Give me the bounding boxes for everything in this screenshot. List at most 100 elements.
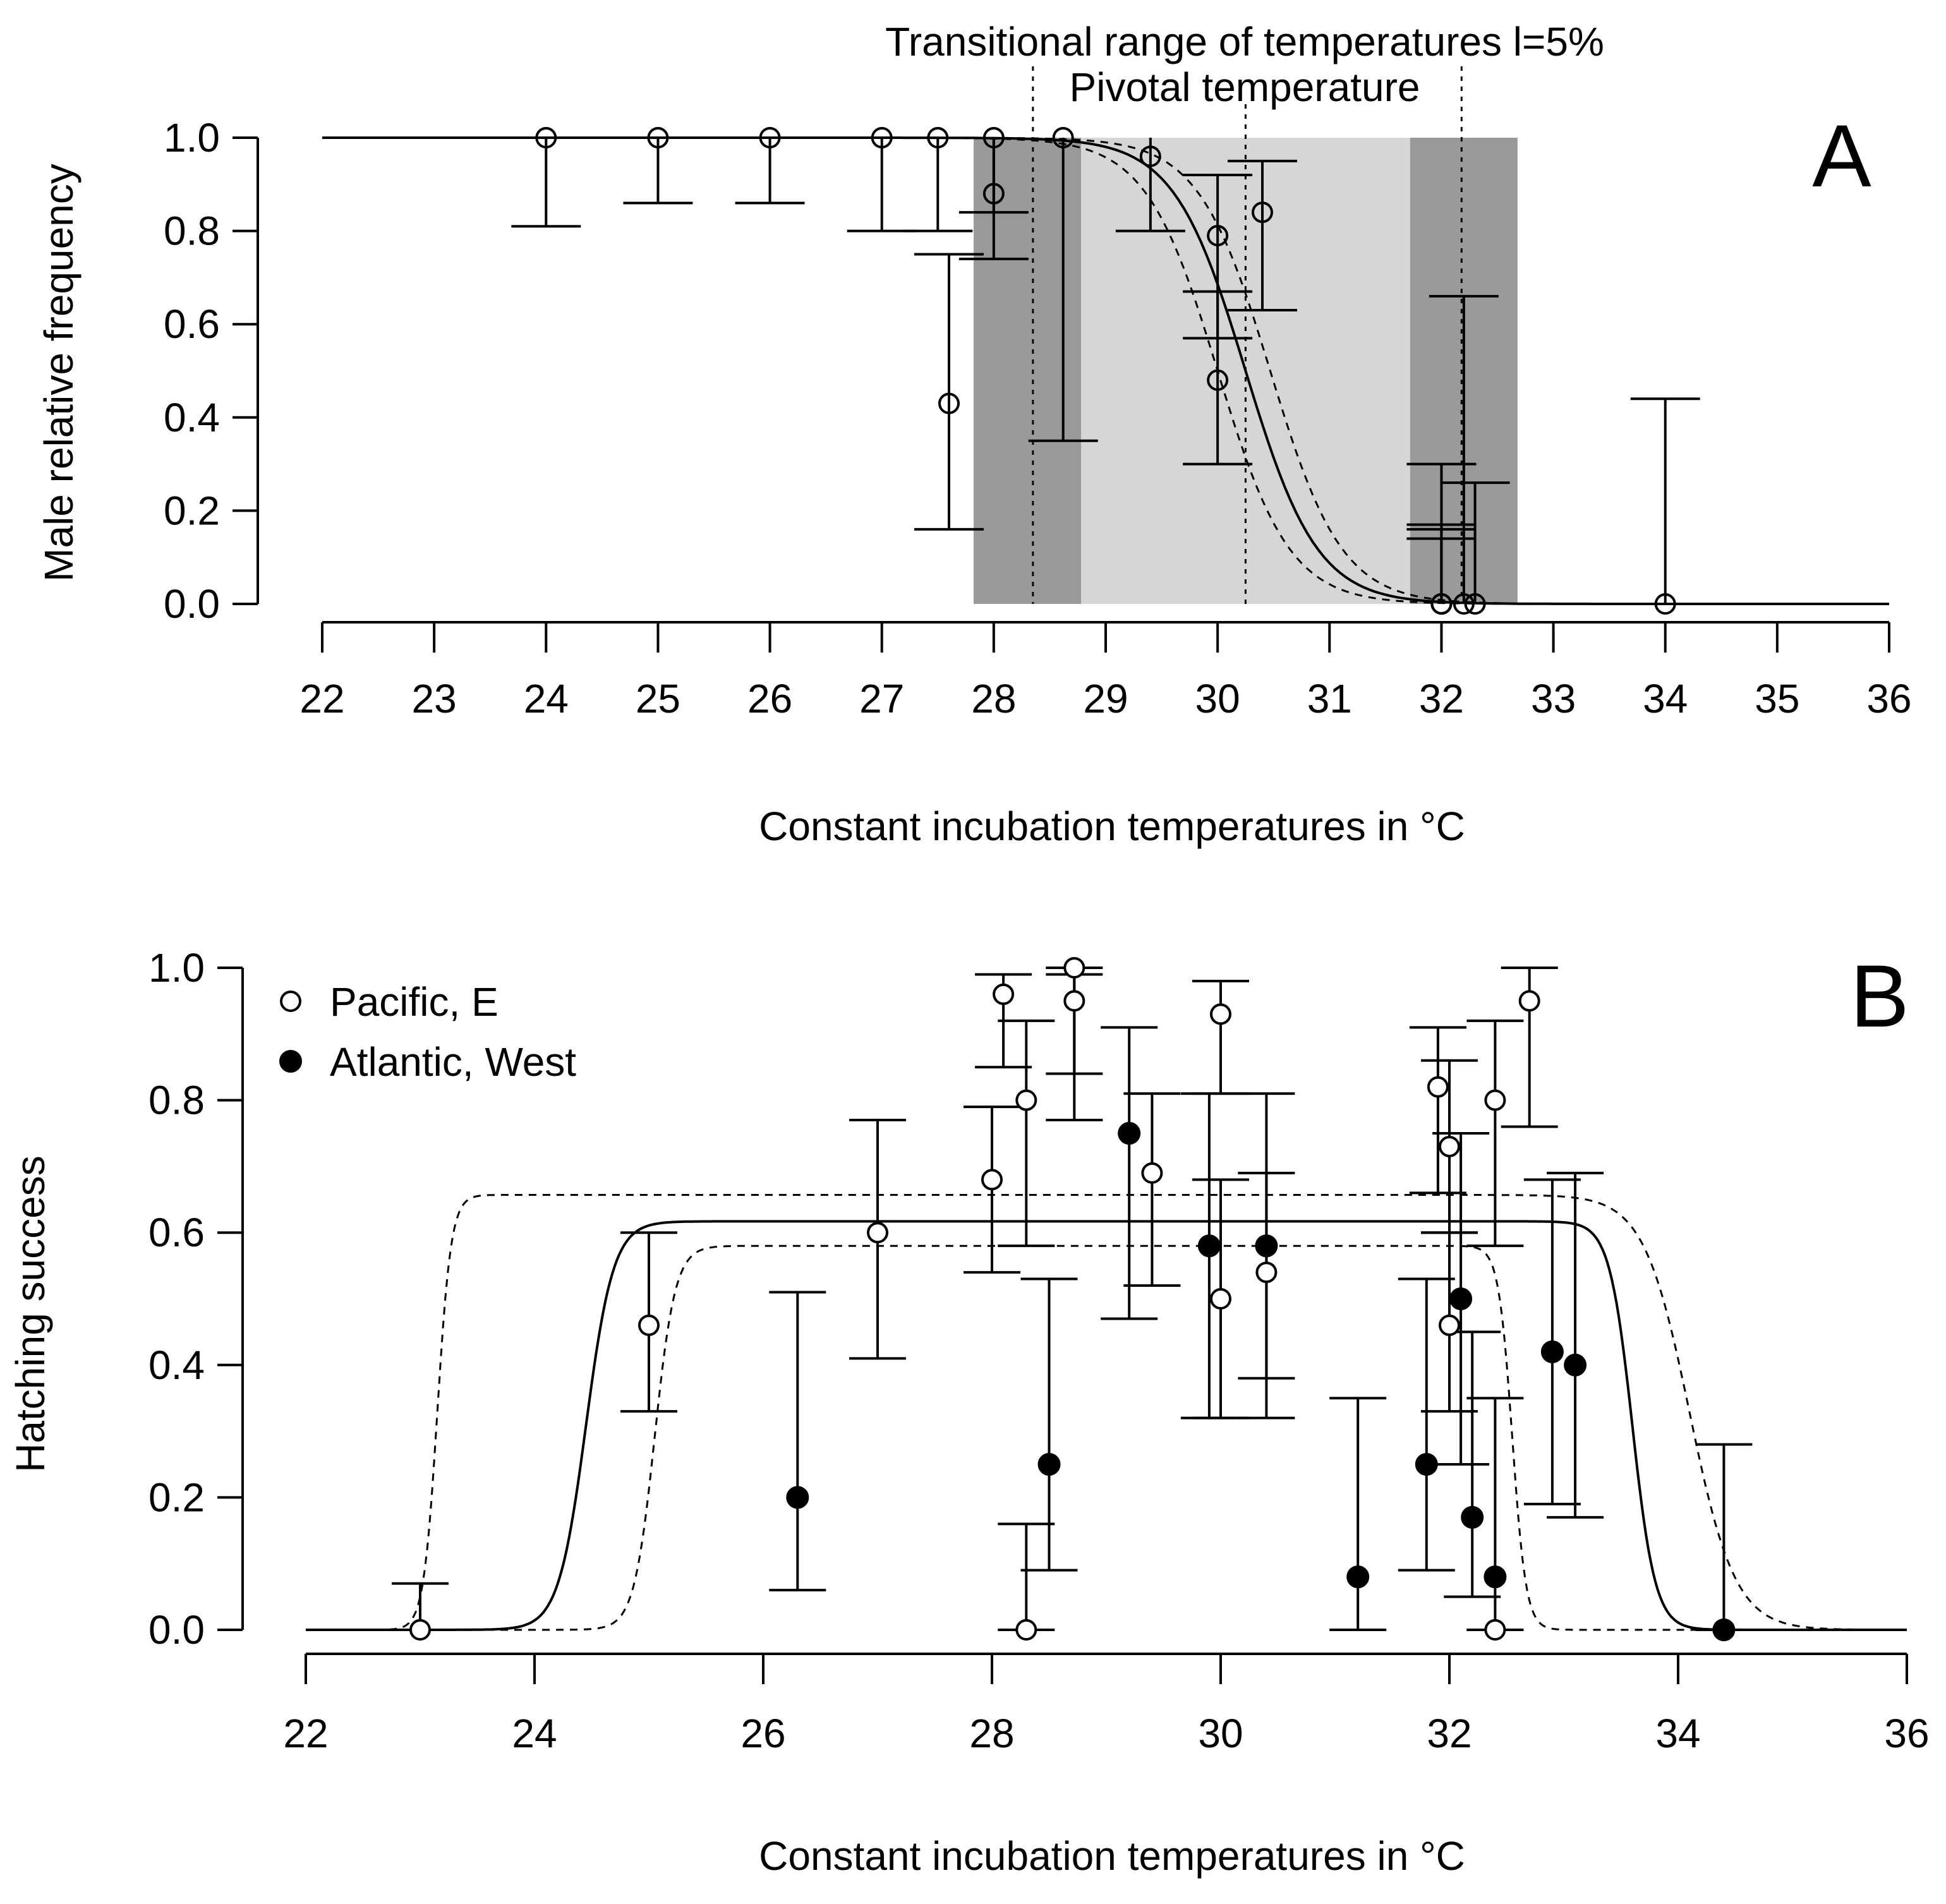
- data-point: [982, 127, 1005, 148]
- data-point-pacific: [867, 1222, 888, 1244]
- data-point-atlantic: [1461, 1505, 1484, 1529]
- data-point-atlantic: [1449, 1287, 1473, 1310]
- x-tick-label: 32: [1419, 676, 1464, 721]
- data-point: [1052, 127, 1074, 148]
- data-point-pacific: [1484, 1089, 1506, 1111]
- annotation-lines: [1032, 66, 1463, 604]
- x-tick-label: 24: [524, 676, 569, 721]
- y-tick-label: 0.8: [164, 208, 220, 254]
- x-tick-label: 26: [740, 1711, 785, 1756]
- ci-curve-lower: [306, 1244, 1907, 1631]
- x-tick-label: 36: [1866, 676, 1911, 721]
- ci-curve-upper: [306, 1194, 1907, 1631]
- x-tick-label: 35: [1755, 676, 1799, 721]
- data-point: [1207, 369, 1229, 391]
- axes: 22 24 26 28 30 32 34 36 0.0 0.2 0.4 0.6 0.8 1.0: [148, 945, 1930, 1756]
- data-point-atlantic: [1255, 1234, 1278, 1258]
- data-point: [927, 127, 949, 148]
- data-point-pacific: [993, 983, 1015, 1005]
- x-tick-label: 33: [1531, 676, 1576, 721]
- y-tick-label: 1.0: [164, 115, 220, 160]
- data-point-pacific: [638, 1314, 660, 1336]
- x-tick-label: 32: [1427, 1711, 1472, 1756]
- axes: 22 23 24 25 26 27 28 29 30 31 32 33 34 35 36 0.0 0.2 0.4 0…: [164, 115, 1912, 721]
- x-tick-label: 30: [1195, 676, 1240, 721]
- data-point-pacific: [1063, 990, 1085, 1012]
- data-point-atlantic: [786, 1486, 809, 1509]
- y-tick-label: 0.8: [148, 1078, 205, 1123]
- annotation-pivotal-temperature: Pivotal temperature: [1070, 64, 1420, 110]
- data-point-pacific: [1141, 1162, 1163, 1184]
- x-tick-label: 28: [969, 1711, 1014, 1756]
- data-point: [982, 183, 1005, 205]
- data-point: [535, 127, 557, 148]
- data-point-pacific: [1439, 1314, 1460, 1336]
- panel-letter-a: A: [1812, 106, 1871, 205]
- data-point: [1139, 145, 1161, 167]
- x-tick-label: 31: [1307, 676, 1352, 721]
- y-tick-label: 0.0: [148, 1607, 205, 1653]
- error-bars: [511, 138, 1700, 604]
- y-axis-title-a: Male relative frequency: [36, 164, 82, 582]
- data-point: [1430, 593, 1453, 615]
- panel-a-chart: 22 23 24 25 26 27 28 29 30 31 32 33 34 35 36 0.0 0.2 0.4 0…: [36, 19, 1912, 849]
- x-tick-label: 36: [1884, 1711, 1929, 1756]
- x-tick-label: 26: [747, 676, 792, 721]
- data-point: [1207, 224, 1229, 246]
- y-tick-label: 0.4: [148, 1342, 205, 1388]
- y-tick-label: 0.2: [164, 488, 220, 533]
- x-tick-label: 29: [1083, 676, 1128, 721]
- data-point-atlantic: [1712, 1618, 1736, 1641]
- data-point: [938, 392, 960, 414]
- data-point: [647, 127, 669, 148]
- data-point-atlantic: [1037, 1453, 1061, 1476]
- data-point: [1453, 593, 1475, 615]
- data-point-pacific: [1210, 1288, 1231, 1310]
- x-tick-label: 28: [971, 676, 1016, 721]
- data-point-atlantic: [1540, 1340, 1564, 1363]
- data-point-atlantic: [1415, 1453, 1438, 1476]
- data-point-pacific: [1063, 957, 1085, 979]
- legend-label: Pacific, E: [330, 979, 499, 1025]
- shaded-band-dark: [973, 138, 1082, 604]
- data-point-pacific: [1015, 1619, 1037, 1641]
- x-tick-label: 22: [299, 676, 344, 721]
- data-points: [535, 127, 1676, 615]
- data-point-pacific: [1255, 1262, 1278, 1284]
- data-point: [871, 127, 893, 148]
- y-tick-label: 1.0: [148, 945, 205, 991]
- data-point-atlantic: [1118, 1122, 1141, 1145]
- x-tick-label: 34: [1655, 1711, 1700, 1756]
- data-point: [1464, 593, 1486, 615]
- data-points: [409, 957, 1736, 1641]
- data-point-pacific: [1015, 1089, 1037, 1111]
- annotation-transitional-range: Transitional range of temperatures l=5%: [885, 19, 1604, 64]
- fit-curve: [306, 1220, 1907, 1631]
- y-tick-label: 0.0: [164, 581, 220, 627]
- x-tick-label: 27: [859, 676, 904, 721]
- ci-curve-upper: [322, 136, 1889, 605]
- x-tick-label: 34: [1643, 676, 1688, 721]
- panel-letter-b: B: [1850, 946, 1909, 1045]
- legend-marker-filled: [279, 1050, 302, 1073]
- model-curves: [322, 136, 1889, 605]
- data-point: [1252, 202, 1273, 224]
- data-point-atlantic: [1564, 1353, 1587, 1377]
- data-point-atlantic: [1346, 1565, 1370, 1589]
- data-point-pacific: [1484, 1619, 1506, 1641]
- fit-curve: [322, 136, 1889, 605]
- x-tick-label: 22: [283, 1711, 328, 1756]
- y-tick-label: 0.4: [164, 395, 220, 440]
- model-curves: [306, 1194, 1907, 1631]
- data-point-pacific: [1518, 990, 1540, 1012]
- y-tick-label: 0.6: [148, 1210, 205, 1255]
- data-point-pacific: [1439, 1135, 1460, 1157]
- x-tick-label: 30: [1198, 1711, 1243, 1756]
- data-point: [1654, 593, 1676, 615]
- data-point-pacific: [1210, 1003, 1231, 1025]
- data-point-pacific: [409, 1619, 431, 1641]
- data-point: [759, 127, 781, 148]
- x-axis-title-a: Constant incubation temperatures in °C: [759, 804, 1465, 849]
- data-point-pacific: [981, 1169, 1003, 1191]
